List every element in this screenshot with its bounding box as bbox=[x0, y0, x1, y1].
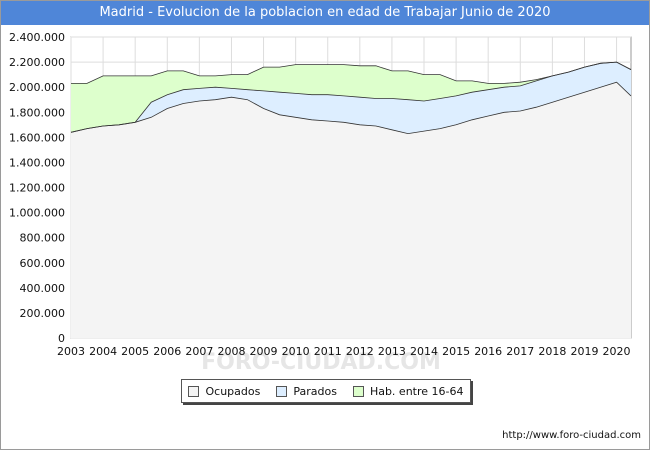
y-tick-label: 0 bbox=[58, 332, 65, 345]
watermark: FORO-CIUDAD.COM bbox=[201, 350, 441, 375]
y-tick-label: 1.400.000 bbox=[9, 156, 65, 169]
x-tick-label: 2015 bbox=[442, 345, 470, 358]
legend-item-hab: Hab. entre 16-64 bbox=[352, 384, 464, 398]
legend-label-hab: Hab. entre 16-64 bbox=[369, 384, 464, 398]
x-tick-label: 2012 bbox=[346, 345, 374, 358]
y-tick-label: 2.200.000 bbox=[9, 56, 65, 69]
area-parados bbox=[71, 62, 631, 134]
y-tick-label: 2.000.000 bbox=[9, 81, 65, 94]
x-tick-label: 2007 bbox=[185, 345, 213, 358]
x-tick-label: 2010 bbox=[282, 345, 310, 358]
x-tick-label: 2013 bbox=[378, 345, 406, 358]
line-ocupados bbox=[70, 81, 632, 135]
x-tick-label: 2014 bbox=[410, 345, 438, 358]
x-tick-label: 2003 bbox=[57, 345, 85, 358]
x-tick-label: 2009 bbox=[250, 345, 278, 358]
x-tick-label: 2006 bbox=[153, 345, 181, 358]
axis-labels: 0 200.000 400.000 600.000 800.000 1.000.000 1.… bbox=[9, 31, 631, 358]
x-tick-label: 2005 bbox=[121, 345, 149, 358]
legend-item-parados: Parados bbox=[276, 385, 337, 398]
legend-swatch-parados bbox=[276, 385, 288, 397]
x-tick-label: 2018 bbox=[538, 345, 566, 358]
legend-swatch-ocupados bbox=[188, 385, 200, 397]
x-tick-label: 2004 bbox=[89, 345, 117, 358]
line-parados bbox=[70, 61, 632, 133]
y-tick-label: 1.200.000 bbox=[9, 182, 65, 195]
y-tick-label: 800.000 bbox=[20, 232, 66, 245]
legend-label-parados: Parados bbox=[293, 384, 337, 398]
line-hab bbox=[71, 61, 632, 84]
legend: Ocupados Parados Hab. entre 16-64 bbox=[181, 379, 471, 403]
series-areas bbox=[70, 61, 632, 338]
x-tick-label: 2008 bbox=[217, 345, 245, 358]
x-tick-label: 2020 bbox=[603, 345, 631, 358]
x-tick-label: 2011 bbox=[314, 345, 342, 358]
legend-item-ocupados: Ocupados bbox=[188, 385, 260, 398]
legend-label-ocupados: Ocupados bbox=[205, 384, 261, 398]
chart-title: Madrid - Evolucion de la poblacion en ed… bbox=[1, 1, 649, 25]
y-tick-label: 1.600.000 bbox=[9, 131, 65, 144]
y-tick-label: 200.000 bbox=[20, 307, 66, 320]
area-ocupados bbox=[71, 82, 631, 338]
y-tick-label: 400.000 bbox=[20, 282, 66, 295]
y-tick-label: 1.000.000 bbox=[9, 207, 65, 220]
y-tick-label: 1.800.000 bbox=[9, 106, 65, 119]
y-tick-label: 600.000 bbox=[20, 257, 66, 270]
x-tick-label: 2017 bbox=[506, 345, 534, 358]
x-tick-label: 2019 bbox=[570, 345, 598, 358]
legend-swatch-hab bbox=[352, 385, 364, 397]
footer-url: http://www.foro-ciudad.com bbox=[502, 430, 641, 441]
y-tick-label: 2.400.000 bbox=[9, 31, 65, 44]
x-tick-label: 2016 bbox=[474, 345, 502, 358]
area-hab bbox=[71, 62, 631, 133]
